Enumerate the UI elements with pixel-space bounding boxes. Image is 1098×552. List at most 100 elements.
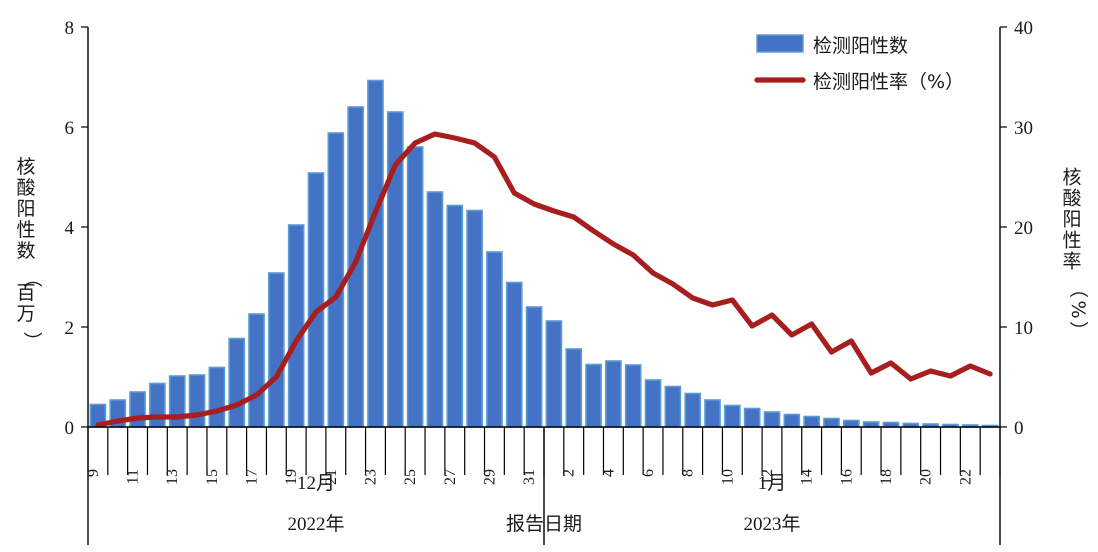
month-label-0: 12月	[297, 473, 335, 494]
bar-26	[426, 191, 444, 428]
bar-17	[248, 313, 265, 428]
svg-text:酸: 酸	[1062, 188, 1081, 210]
y2-tick-label: 0	[1014, 418, 1024, 439]
svg-text:核: 核	[1062, 167, 1081, 189]
svg-text:性: 性	[16, 219, 35, 241]
x-tick-label-2: 2	[561, 469, 578, 477]
x-tick-label-19: 19	[283, 469, 300, 485]
bar-10	[724, 404, 741, 428]
x-tick-label-14: 14	[799, 469, 816, 485]
bar-27	[446, 204, 464, 428]
x-tick-label-13: 13	[164, 469, 181, 485]
bar-8	[684, 392, 702, 428]
bar-5	[624, 364, 642, 428]
bar-11	[129, 391, 146, 428]
x-tick-label-21: 21	[323, 469, 340, 485]
x-tick-label-12: 12	[759, 469, 776, 485]
bar-16	[842, 419, 860, 428]
y-tick-label: 4	[65, 218, 75, 239]
x-tick-label-25: 25	[402, 469, 419, 485]
bar-15	[823, 417, 840, 428]
svg-text:%: %	[1067, 300, 1089, 318]
x-tick-label-18: 18	[878, 469, 895, 485]
x-tick-label-23: 23	[362, 469, 379, 485]
bar-15	[208, 366, 226, 428]
legend-swatch-bar	[756, 34, 804, 53]
bar-6	[644, 379, 662, 428]
svg-text:）: ）	[21, 331, 43, 350]
svg-text:核: 核	[16, 156, 35, 178]
y-tick-label: 0	[65, 418, 75, 439]
bar-series-group	[89, 79, 999, 428]
bar-17	[862, 421, 880, 428]
x-tick-label-17: 17	[244, 469, 261, 485]
bar-18	[268, 272, 285, 428]
line-series-group	[95, 131, 993, 428]
x-tick-label-15: 15	[204, 469, 221, 485]
y-tick-labels-group: 0 2 4 6 8	[65, 18, 75, 439]
x-tick-label-31: 31	[521, 469, 538, 485]
svg-text:阳: 阳	[1062, 209, 1081, 231]
svg-text:率: 率	[1062, 251, 1081, 273]
x-axis-title: 报告日期	[506, 513, 582, 535]
bar-29	[486, 251, 503, 428]
bar-9	[704, 399, 721, 428]
svg-text:）: ）	[1067, 321, 1089, 340]
x-tick-label-27: 27	[442, 469, 459, 485]
legend-label-1: 检测阳性率（%）	[813, 71, 964, 93]
svg-text:性: 性	[1062, 230, 1081, 252]
bar-23	[367, 79, 384, 428]
bar-20	[307, 172, 325, 428]
bar-19	[287, 224, 305, 428]
svg-text:（: （	[1067, 279, 1089, 298]
bar-1	[545, 320, 563, 428]
y-tick-label: 6	[65, 118, 75, 139]
svg-text:（: （	[21, 268, 43, 287]
axes-group	[81, 26, 1007, 545]
bar-3	[585, 363, 602, 428]
bar-30	[505, 281, 523, 428]
bar-16	[228, 337, 246, 428]
svg-text:数: 数	[16, 240, 35, 262]
bar-28	[466, 209, 483, 428]
x-tick-label-8: 8	[680, 469, 697, 477]
y2-tick-label: 10	[1014, 318, 1033, 339]
bar-13	[783, 413, 801, 428]
y2-tick-label: 40	[1014, 18, 1033, 39]
month-group-labels: 12月 2022年 1月 2023年	[287, 473, 800, 535]
x-tick-label-11: 11	[125, 469, 142, 484]
x-tick-labels-group: 9 11 13 15 17 19 21 23 25 27 29 31 2 4 6 8 10 12 14 16 18 20 2…	[85, 469, 974, 485]
svg-text:万: 万	[16, 303, 35, 325]
svg-text:百: 百	[16, 282, 35, 304]
bar-31	[525, 306, 543, 428]
bar-12	[149, 382, 166, 428]
bar-7	[664, 385, 682, 428]
x-tick-label-10: 10	[719, 469, 736, 485]
bar-12	[763, 411, 781, 428]
bar-4	[605, 360, 622, 428]
x-tick-label-6: 6	[640, 469, 657, 477]
svg-text:酸: 酸	[16, 177, 35, 199]
month-label-1: 1月	[758, 473, 787, 494]
y-tick-label: 2	[65, 318, 75, 339]
y2-tick-label: 20	[1014, 218, 1033, 239]
x-tick-label-9: 9	[85, 469, 102, 477]
svg-text:阳: 阳	[16, 198, 35, 220]
bar-14	[188, 374, 206, 428]
bar-14	[803, 415, 820, 428]
bar-25	[406, 146, 424, 428]
y-tick-label: 8	[65, 18, 75, 39]
x-tick-label-16: 16	[838, 469, 855, 485]
x-tick-label-20: 20	[918, 469, 935, 485]
year-label-0: 2022年	[287, 513, 344, 535]
year-label-1: 2023年	[743, 513, 800, 535]
x-tick-label-4: 4	[600, 469, 617, 477]
y2-tick-labels-group: 0 10 20 30 40	[1014, 18, 1033, 439]
x-tick-label-29: 29	[481, 469, 498, 485]
